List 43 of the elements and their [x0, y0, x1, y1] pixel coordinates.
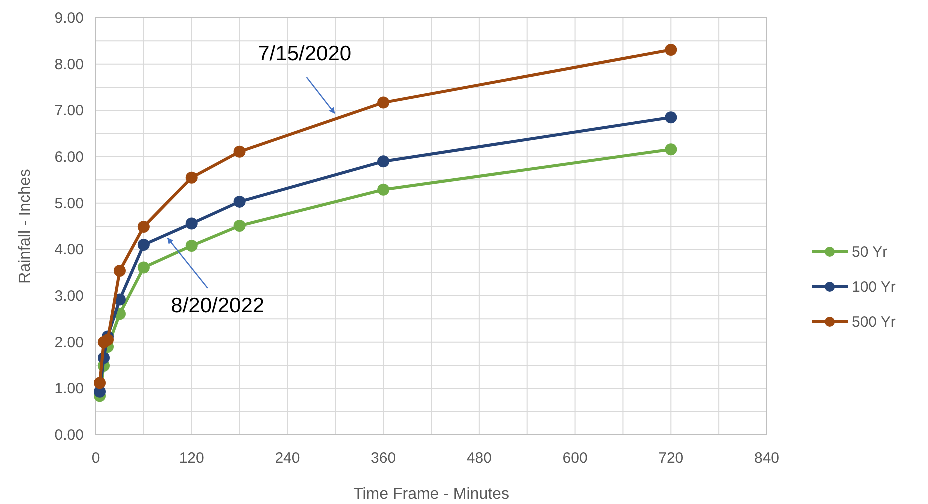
- annotation: 8/20/2022: [171, 294, 265, 318]
- x-tick-label: 600: [562, 450, 588, 467]
- point: [186, 172, 198, 184]
- legend-label: 500 Yr: [852, 314, 896, 331]
- x-tick-label: 720: [658, 450, 684, 467]
- y-tick-label: 0.00: [54, 427, 84, 444]
- y-tick-label: 6.00: [54, 149, 84, 166]
- legend-label: 50 Yr: [852, 244, 888, 261]
- x-tick-label: 840: [754, 450, 780, 467]
- point: [138, 239, 150, 252]
- x-tick-label: 120: [179, 450, 204, 467]
- point: [186, 218, 198, 230]
- y-tick-label: 5.00: [54, 195, 84, 212]
- point: [378, 184, 390, 196]
- point: [234, 220, 246, 232]
- x-tick-label: 480: [466, 450, 492, 467]
- point: [665, 112, 678, 124]
- y-tick-label: 4.00: [54, 242, 84, 259]
- point: [234, 146, 246, 158]
- x-axis-title: Time Frame - Minutes: [354, 486, 510, 503]
- point: [102, 334, 114, 346]
- x-tick-label: 360: [371, 450, 396, 467]
- point: [234, 196, 246, 208]
- y-tick-label: 7.00: [54, 102, 84, 120]
- point: [138, 220, 150, 233]
- x-tick-label: 0: [92, 450, 100, 467]
- point: [378, 96, 390, 109]
- y-tick-label: 8.00: [54, 56, 84, 74]
- point: [665, 144, 678, 156]
- y-axis-title: Rainfall - Inches: [17, 169, 34, 284]
- point: [186, 240, 198, 252]
- point: [138, 262, 150, 274]
- y-tick-label: 3.00: [54, 288, 84, 305]
- legend-label: 100 Yr: [852, 279, 896, 296]
- x-tick-label: 240: [275, 450, 300, 467]
- y-tick-label: 1.00: [54, 380, 84, 398]
- y-tick-label: 9.00: [54, 10, 84, 27]
- annotation: 7/15/2020: [258, 42, 352, 66]
- y-tick-label: 2.00: [54, 334, 84, 352]
- point: [665, 44, 678, 56]
- point: [378, 156, 390, 168]
- point: [114, 264, 126, 277]
- point: [94, 377, 106, 390]
